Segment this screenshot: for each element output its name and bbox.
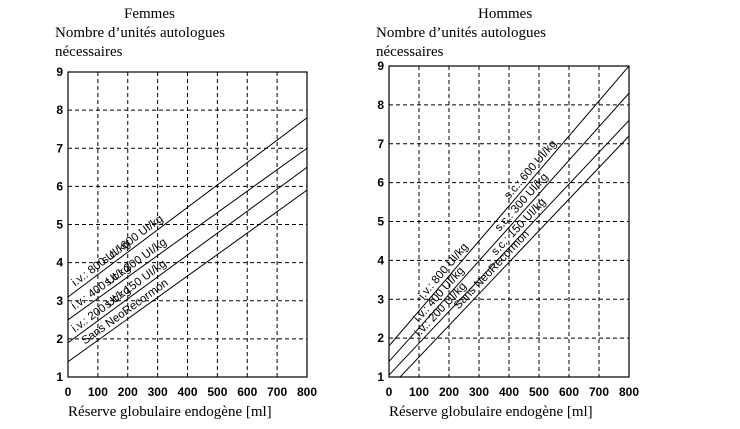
chart-panel-hommes: s.c.: 600 UI/kgi.v.: 800 UI/kgs.c.: 300 …	[376, 6, 639, 420]
x-tick-label: 700	[267, 385, 287, 399]
series-line	[389, 92, 629, 362]
x-tick-label: 800	[619, 385, 639, 399]
y-tick-label: 2	[377, 331, 384, 345]
chart-title: Femmes	[124, 6, 175, 22]
y-tick-label: 8	[56, 103, 63, 117]
series-line	[68, 147, 307, 321]
y-tick-label: 6	[56, 179, 63, 193]
y-tick-label: 1	[56, 370, 63, 384]
x-tick-label: 700	[589, 385, 609, 399]
x-tick-label: 500	[207, 385, 227, 399]
y-tick-label: 1	[377, 370, 384, 384]
y-tick-label: 5	[56, 218, 63, 232]
y-axis-label: nécessaires	[55, 44, 123, 60]
x-tick-label: 400	[499, 385, 519, 399]
series-line	[389, 66, 629, 347]
x-tick-label: 200	[439, 385, 459, 399]
y-axis-label: Nombre d’unités autologues	[55, 25, 225, 41]
y-tick-label: 6	[377, 176, 384, 190]
x-tick-label: 300	[469, 385, 489, 399]
x-tick-label: 0	[386, 385, 393, 399]
series-line	[68, 117, 307, 298]
y-axis-label: Nombre d’unités autologues	[376, 25, 546, 41]
x-tick-label: 100	[409, 385, 429, 399]
x-tick-label: 400	[177, 385, 197, 399]
chart-panel-femmes: s.c.: 600 UI/kgi.v.: 800 UI/kgs.c.: 300 …	[55, 6, 317, 420]
plot-frame	[388, 65, 630, 378]
series-line	[68, 189, 307, 363]
x-tick-label: 200	[118, 385, 138, 399]
x-tick-label: 600	[559, 385, 579, 399]
y-tick-label: 2	[56, 332, 63, 346]
chart-title: Hommes	[478, 6, 532, 22]
series-line	[389, 120, 629, 376]
plot-frame	[67, 71, 308, 378]
y-tick-label: 8	[377, 98, 384, 112]
x-tick-label: 100	[88, 385, 108, 399]
y-axis-label: nécessaires	[376, 44, 444, 60]
x-tick-label: 500	[529, 385, 549, 399]
y-tick-label: 7	[56, 141, 63, 155]
y-tick-label: 9	[377, 59, 384, 73]
y-tick-label: 5	[377, 215, 384, 229]
series-line	[399, 135, 629, 377]
x-axis-label: Réserve globulaire endogène [ml]	[389, 404, 593, 420]
series-label: Sans NeoRecormon	[452, 228, 532, 311]
y-tick-label: 4	[56, 256, 63, 270]
y-tick-label: 4	[377, 253, 384, 267]
y-tick-label: 3	[56, 294, 63, 308]
y-tick-label: 9	[56, 65, 63, 79]
x-tick-label: 800	[297, 385, 317, 399]
x-tick-label: 600	[237, 385, 257, 399]
y-tick-label: 3	[377, 292, 384, 306]
x-axis-label: Réserve globulaire endogène [ml]	[68, 404, 272, 420]
x-tick-label: 0	[65, 385, 72, 399]
series-line	[68, 166, 307, 344]
x-tick-label: 300	[148, 385, 168, 399]
y-tick-label: 7	[377, 137, 384, 151]
